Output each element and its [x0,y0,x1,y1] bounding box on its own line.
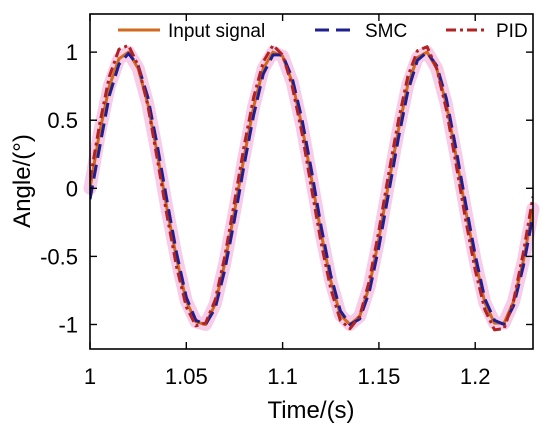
axis-ticks: 1 1.05 1.1 1.15 1.2 1 0.5 0 -0.5 -1 [40,14,533,389]
plot-frame [89,13,534,350]
series-line-smc [90,50,533,326]
series-line-pid [90,43,533,332]
legend-label: PID [496,21,528,42]
legend-label: Input signal [168,21,265,42]
legend: Input signal SMC PID [118,21,528,42]
x-tick-label: 1.05 [165,364,208,389]
series-group [90,43,533,332]
x-tick-label: 1.1 [267,364,298,389]
x-tick-label: 1.2 [460,364,491,389]
y-tick-label: -1 [58,312,78,337]
y-tick-label: -0.5 [40,244,78,269]
x-tick-label: 1 [84,364,96,389]
x-tick-label: 1.15 [357,364,400,389]
y-tick-label: 1 [66,40,78,65]
legend-label: SMC [365,21,407,42]
y-axis-title: Angle/(°) [9,134,36,228]
y-tick-label: 0 [66,176,78,201]
y-tick-label: 0.5 [47,108,78,133]
x-axis-title: Time/(s) [267,397,354,424]
